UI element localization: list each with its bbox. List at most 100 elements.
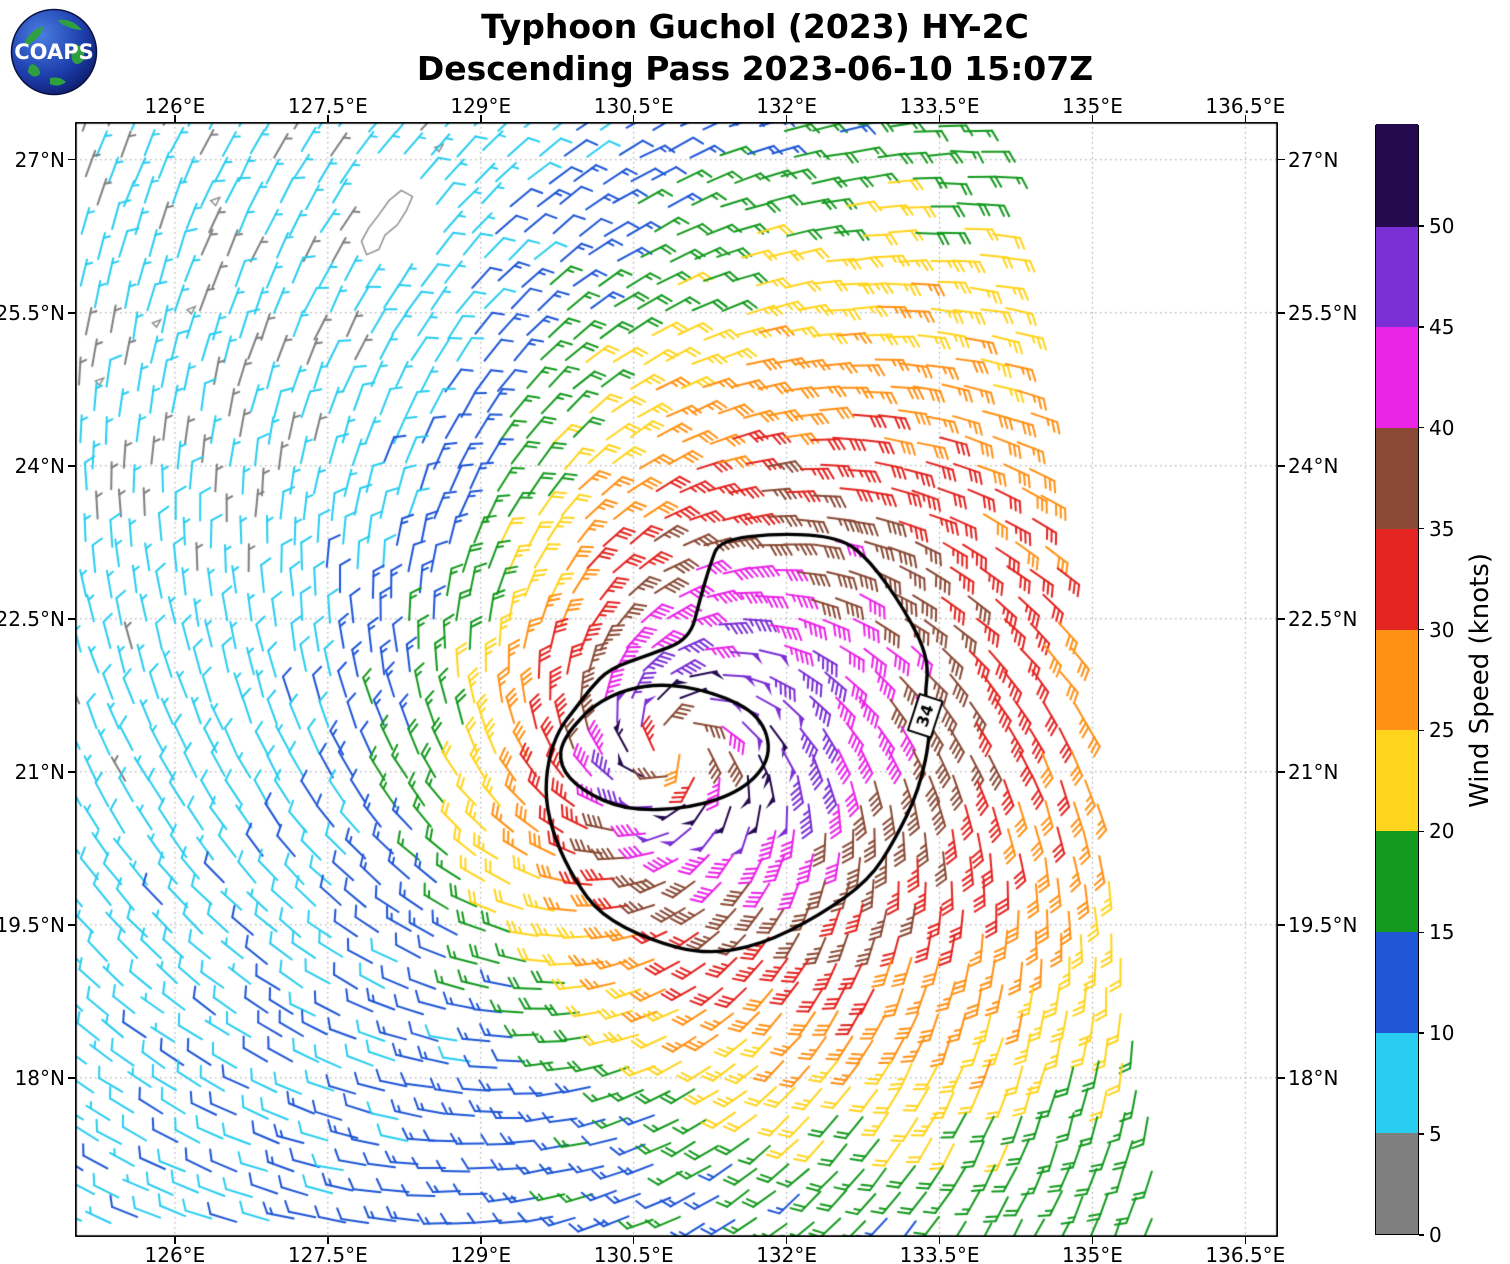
x-tick-label-top: 136.5°E (1205, 94, 1286, 118)
y-tick-mark-right (1278, 158, 1285, 161)
colorbar-tick-label: 0 (1429, 1223, 1442, 1247)
colorbar-tick-mark (1419, 326, 1424, 328)
colorbar-tick-mark (1419, 426, 1424, 429)
colorbar-cell (1376, 728, 1418, 832)
colorbar-tick-mark (1419, 527, 1424, 530)
x-tick-mark-top (174, 115, 176, 122)
y-tick-mark-left (68, 924, 75, 926)
x-tick-mark-bottom (1091, 1237, 1094, 1244)
x-tick-mark-bottom (785, 1237, 788, 1244)
y-tick-label-left: 19.5°N (0, 912, 65, 937)
colorbar-cell (1376, 325, 1418, 429)
wind-barb-canvas (75, 122, 1278, 1237)
y-tick-mark-left (68, 771, 75, 773)
colorbar-tick-label: 10 (1429, 1021, 1455, 1046)
map-plot (75, 122, 1278, 1237)
chart-subtitle: Descending Pass 2023-06-10 15:07Z (416, 48, 1094, 88)
chart-title-block: Typhoon Guchol (2023) HY-2C Descending P… (120, 6, 1390, 89)
x-tick-label-top: 127.5°E (287, 94, 368, 118)
colorbar-tick-label: 30 (1429, 617, 1455, 642)
y-tick-mark-left (68, 465, 75, 467)
y-tick-mark-left (68, 312, 75, 314)
colorbar-tick-label: 35 (1429, 516, 1455, 541)
x-tick-mark-top (938, 115, 941, 122)
colorbar-tick-mark (1419, 931, 1424, 934)
x-tick-mark-top (1244, 115, 1247, 122)
x-tick-mark-top (480, 115, 482, 122)
x-tick-label-bottom: 132°E (756, 1243, 817, 1264)
colorbar-tick-label: 15 (1429, 920, 1455, 945)
x-tick-label-bottom: 126°E (144, 1243, 206, 1264)
x-tick-label-top: 130.5°E (593, 94, 674, 118)
y-tick-mark-right (1278, 465, 1285, 467)
chart-title: Typhoon Guchol (2023) HY-2C (481, 7, 1029, 46)
colorbar-tick-mark (1419, 628, 1424, 631)
y-tick-label-right: 19.5°N (1288, 912, 1358, 937)
y-tick-mark-left (68, 618, 75, 620)
colorbar-title-wrap: Wind Speed (knots) (1452, 125, 1508, 1235)
x-tick-mark-bottom (1244, 1237, 1247, 1244)
colorbar-cell (1376, 527, 1418, 630)
y-tick-label-right: 21°N (1288, 759, 1339, 784)
y-tick-label-left: 27°N (14, 147, 65, 172)
coaps-logo: COAPS (10, 8, 98, 96)
y-tick-mark-right (1278, 924, 1285, 926)
y-tick-label-left: 21°N (14, 759, 65, 784)
x-tick-mark-bottom (480, 1237, 482, 1244)
y-tick-label-right: 25.5°N (1288, 300, 1358, 325)
colorbar-tick-label: 40 (1429, 415, 1455, 440)
y-tick-mark-left (68, 158, 75, 161)
y-tick-label-left: 18°N (14, 1065, 65, 1090)
x-tick-mark-top (785, 115, 788, 122)
colorbar-tick-label: 25 (1429, 718, 1455, 743)
y-tick-label-right: 18°N (1288, 1065, 1339, 1090)
globe-icon: COAPS (10, 8, 98, 96)
x-tick-mark-top (327, 115, 329, 122)
colorbar-cells (1376, 124, 1418, 1234)
colorbar-tick-mark (1419, 1032, 1424, 1034)
colorbar-tick-mark (1419, 729, 1424, 732)
x-tick-label-top: 133.5°E (899, 94, 980, 118)
x-tick-label-top: 129°E (450, 94, 512, 118)
colorbar-cell (1376, 628, 1418, 731)
x-tick-mark-bottom (938, 1237, 941, 1244)
colorbar-cell (1376, 124, 1418, 227)
colorbar-cell (1376, 225, 1418, 328)
x-tick-mark-bottom (632, 1237, 635, 1244)
y-tick-mark-right (1278, 1077, 1285, 1079)
x-tick-mark-bottom (174, 1237, 176, 1244)
colorbar-tick-mark (1419, 1133, 1424, 1135)
y-tick-label-left: 22.5°N (0, 606, 65, 631)
colorbar-cell (1376, 930, 1418, 1033)
y-tick-label-right: 24°N (1288, 453, 1339, 478)
y-tick-label-left: 25.5°N (0, 300, 65, 325)
x-tick-label-bottom: 130.5°E (593, 1243, 674, 1264)
x-tick-label-top: 126°E (144, 94, 206, 118)
x-tick-label-bottom: 133.5°E (899, 1243, 980, 1264)
logo-text: COAPS (14, 40, 93, 64)
colorbar-tick-label: 20 (1429, 819, 1455, 844)
colorbar-tick-label: 50 (1429, 213, 1455, 238)
x-tick-mark-bottom (327, 1237, 329, 1244)
y-tick-mark-right (1278, 312, 1285, 314)
y-tick-mark-right (1278, 771, 1285, 773)
colorbar-title: Wind Speed (knots) (1465, 552, 1495, 808)
colorbar-tick-mark (1419, 1234, 1424, 1236)
x-tick-label-top: 132°E (756, 94, 817, 118)
x-tick-label-bottom: 127.5°E (287, 1243, 368, 1264)
colorbar-tick-label: 5 (1429, 1122, 1442, 1147)
x-tick-label-bottom: 129°E (450, 1243, 512, 1264)
colorbar-tick-label: 45 (1429, 314, 1455, 339)
colorbar-cell (1376, 1030, 1418, 1134)
y-tick-mark-right (1278, 618, 1285, 620)
x-tick-label-top: 135°E (1062, 94, 1123, 118)
y-tick-label-right: 27°N (1288, 147, 1339, 172)
colorbar-cell (1376, 426, 1418, 529)
colorbar-cell (1376, 1131, 1418, 1234)
y-tick-label-left: 24°N (14, 453, 65, 478)
y-tick-mark-left (68, 1077, 75, 1079)
y-tick-label-right: 22.5°N (1288, 606, 1358, 631)
colorbar (1375, 124, 1419, 1235)
colorbar-tick-mark (1419, 830, 1424, 833)
